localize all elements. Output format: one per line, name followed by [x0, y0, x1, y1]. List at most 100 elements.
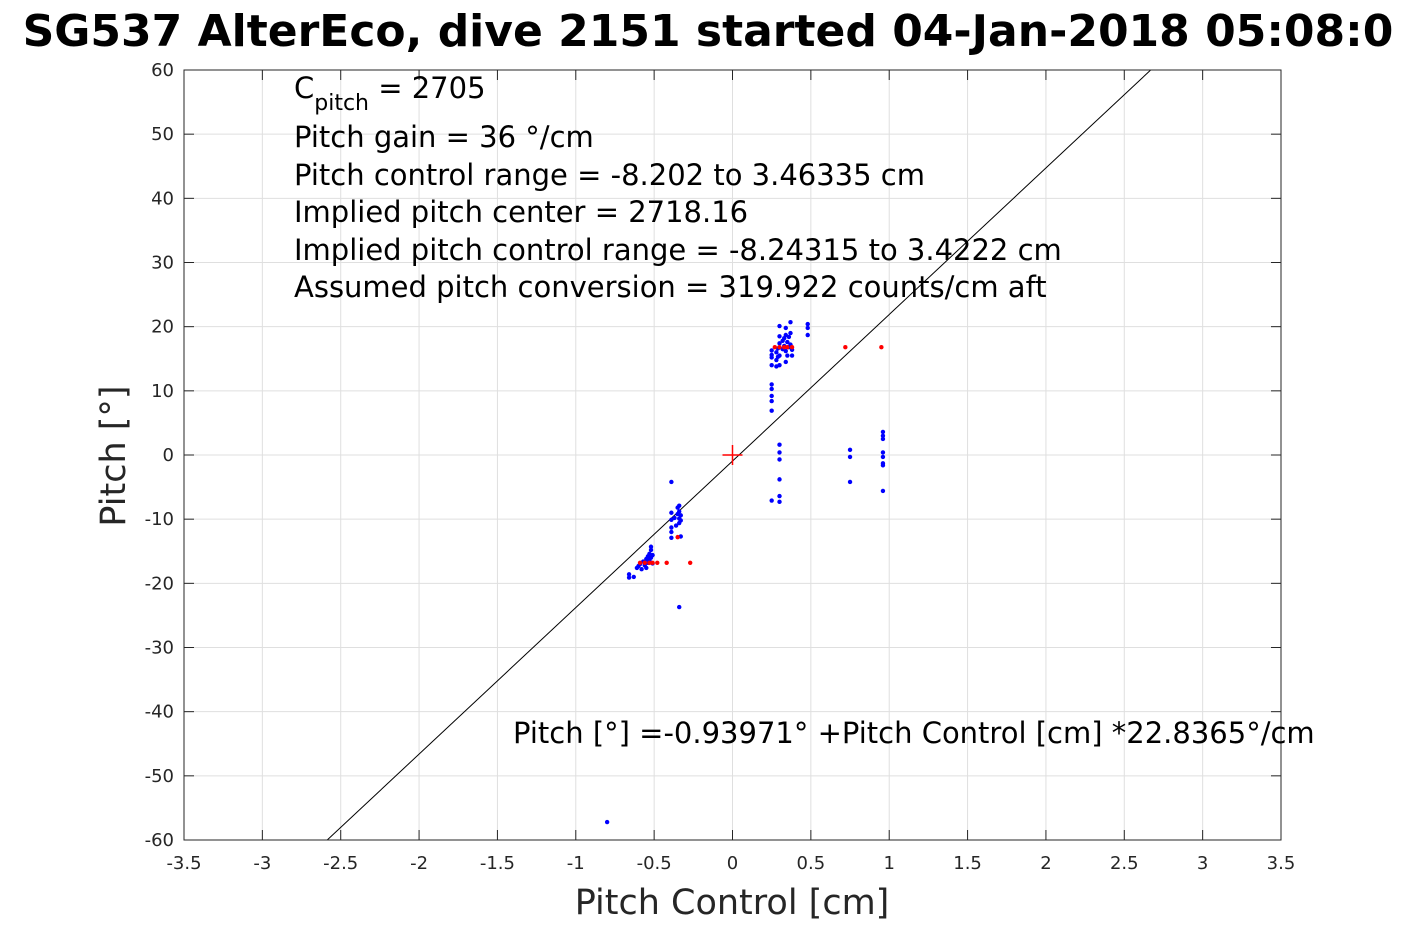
data-point: [880, 454, 886, 460]
data-point: [789, 345, 795, 350]
fit-equation-annotation: Pitch [°] =-0.93971° +Pitch Control [cm]…: [513, 716, 1315, 750]
data-point: [639, 567, 644, 572]
x-tick-label: -1.5: [480, 853, 515, 874]
y-tick-label: 40: [151, 188, 174, 209]
data-point: [788, 319, 793, 325]
data-point: [769, 348, 774, 353]
data-point: [879, 345, 884, 350]
x-tick-label: -3.5: [166, 853, 201, 874]
c-pitch-subscript: pitch: [314, 91, 369, 116]
data-point: [880, 488, 886, 494]
y-tick-label: 20: [151, 317, 174, 338]
data-point: [777, 362, 782, 368]
data-point: [644, 565, 649, 571]
data-point: [777, 457, 782, 462]
data-point: [847, 479, 853, 485]
data-point: [631, 574, 636, 580]
y-tick-label: -10: [145, 509, 174, 530]
data-point: [675, 534, 680, 540]
pitch-gain-annotation: Pitch gain = 36 °/cm: [294, 120, 594, 154]
data-point: [669, 535, 674, 540]
assumed-pitch-conversion-annotation: Assumed pitch conversion = 319.922 count…: [294, 270, 1047, 304]
x-axis-label: Pitch Control [cm]: [575, 883, 890, 923]
y-axis-label: Pitch [°]: [94, 385, 134, 526]
data-point: [626, 572, 632, 577]
y-tick-label: -50: [145, 766, 174, 787]
data-point: [777, 450, 782, 455]
c-pitch-value: = 2705: [369, 71, 486, 105]
data-point: [805, 332, 810, 338]
x-tick-label: 1: [883, 853, 894, 874]
data-point: [669, 529, 674, 535]
implied-pitch-center-annotation: Implied pitch center = 2718.16: [294, 195, 748, 229]
data-point: [626, 575, 632, 580]
data-point: [847, 447, 853, 453]
data-point: [783, 348, 788, 354]
axis-ticks: -3.5 -3 -2.5 -2 -1.5 -1 -0.5 0 0.5 1 1.5 2 2.5 3 3.5 -6…: [145, 60, 1296, 874]
data-point: [677, 503, 682, 508]
x-tick-label: 2: [1040, 853, 1051, 874]
data-point: [678, 513, 683, 518]
data-point: [604, 819, 610, 825]
data-point: [772, 345, 778, 350]
data-point: [769, 362, 774, 368]
data-points-group: [604, 319, 886, 825]
data-point: [783, 325, 788, 331]
data-point: [785, 339, 790, 345]
data-point: [648, 544, 654, 549]
data-point: [880, 429, 886, 435]
data-point: [769, 398, 774, 404]
data-point: [843, 345, 848, 350]
data-point: [687, 560, 693, 565]
data-point: [642, 560, 647, 565]
data-point: [777, 353, 782, 358]
data-point: [650, 552, 655, 558]
y-tick-label: -30: [145, 638, 174, 659]
center-marker-group: [722, 445, 743, 465]
data-point: [678, 518, 683, 523]
y-tick-label: -20: [145, 573, 174, 594]
y-tick-label: 0: [163, 445, 174, 466]
implied-pitch-control-range-annotation: Implied pitch control range = -8.24315 t…: [294, 233, 1062, 267]
data-point: [783, 359, 788, 365]
data-point: [650, 560, 655, 565]
pitch-control-range-annotation: Pitch control range = -8.202 to 3.46335 …: [294, 158, 925, 192]
data-point: [677, 604, 682, 610]
x-tick-label: 3.5: [1267, 853, 1296, 874]
data-point: [847, 454, 853, 460]
data-point: [777, 345, 782, 350]
data-point: [769, 393, 774, 399]
data-point: [769, 408, 774, 413]
series-1: [637, 345, 884, 565]
data-point: [777, 442, 782, 447]
data-point: [777, 477, 782, 482]
data-point: [777, 323, 782, 329]
y-tick-label: 50: [151, 124, 174, 145]
c-pitch-annotation: Cpitch = 2705: [294, 71, 486, 116]
data-point: [637, 560, 643, 565]
data-point: [777, 341, 782, 346]
data-point: [664, 560, 669, 565]
data-point: [774, 350, 779, 355]
data-point: [777, 499, 782, 505]
data-point: [805, 325, 810, 331]
y-tick-label: 30: [151, 253, 174, 274]
data-point: [769, 382, 774, 387]
x-tick-label: -0.5: [637, 853, 672, 874]
data-point: [677, 509, 682, 514]
data-point: [769, 498, 774, 503]
data-point: [769, 386, 774, 392]
data-point: [673, 523, 679, 528]
data-point: [669, 525, 674, 530]
data-point: [669, 510, 674, 515]
x-tick-label: 3: [1197, 853, 1208, 874]
x-tick-label: -1: [567, 853, 585, 874]
data-point: [648, 547, 654, 553]
data-point: [789, 353, 795, 358]
y-tick-label: 10: [151, 381, 174, 402]
data-point: [647, 560, 652, 565]
data-point: [785, 345, 790, 350]
x-tick-label: -2.5: [323, 853, 358, 874]
data-point: [777, 493, 782, 499]
